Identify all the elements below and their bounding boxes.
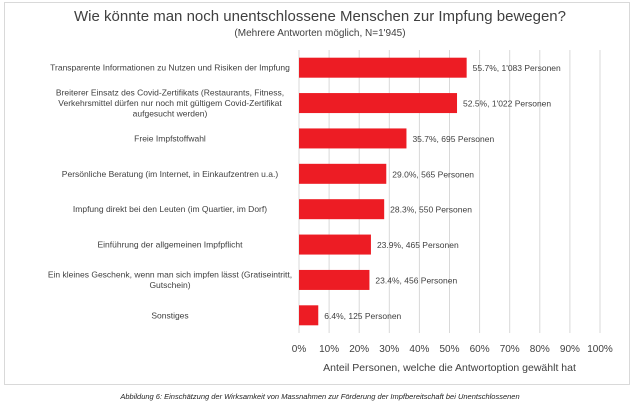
- bar: [299, 93, 458, 114]
- category-label: Impfung direkt bei den Leuten (im Quarti…: [73, 204, 267, 214]
- x-tick-label: 60%: [470, 344, 490, 355]
- category-label: Sonstiges: [151, 310, 188, 320]
- chart-title: Wie könnte man noch unentschlossene Mens…: [74, 8, 566, 25]
- data-label: 23.4%, 456 Personen: [375, 275, 457, 285]
- chart-frame: [4, 2, 630, 385]
- category-label: Transparente Informationen zu Nutzen und…: [50, 63, 290, 73]
- bar: [299, 128, 407, 149]
- category-label-line: Transparente Informationen zu Nutzen und…: [50, 63, 290, 73]
- category-label-line: Einführung der allgemeinen Impfpflicht: [97, 240, 243, 250]
- category-label: Persönliche Beratung (im Internet, in Ei…: [62, 169, 279, 179]
- data-label: 28.3%, 550 Personen: [390, 205, 472, 215]
- category-label-line: Verkehrsmittel dürfen nur noch mit gülti…: [58, 98, 282, 108]
- chart-subtitle: (Mehrere Antworten möglich, N=1'945): [234, 28, 406, 39]
- data-label: 29.0%, 565 Personen: [392, 169, 474, 179]
- data-label: 6.4%, 125 Personen: [324, 311, 401, 321]
- x-tick-label: 80%: [530, 344, 550, 355]
- category-label-line: Freie Impfstoffwahl: [134, 133, 206, 143]
- data-label: 52.5%, 1'022 Personen: [463, 99, 551, 109]
- category-label-line: aufgesucht werden): [133, 109, 208, 119]
- category-label: Ein kleines Geschenk, wenn man sich impf…: [48, 270, 292, 291]
- x-tick-label: 20%: [349, 344, 369, 355]
- category-label: Einführung der allgemeinen Impfpflicht: [97, 240, 243, 250]
- bar: [299, 305, 319, 326]
- x-tick-label: 10%: [319, 344, 339, 355]
- bar: [299, 269, 370, 290]
- bar: [299, 163, 387, 184]
- category-label-line: Persönliche Beratung (im Internet, in Ei…: [62, 169, 279, 179]
- figure-caption: Abbildung 6: Einschätzung der Wirksamkei…: [120, 392, 520, 401]
- bar: [299, 57, 467, 78]
- x-tick-label: 90%: [560, 344, 580, 355]
- x-tick-label: 100%: [587, 344, 613, 355]
- bar: [299, 234, 371, 255]
- category-label-line: Sonstiges: [151, 310, 188, 320]
- x-tick-label: 0%: [292, 344, 307, 355]
- category-label-line: Breiterer Einsatz des Covid-Zertifikats …: [56, 88, 284, 98]
- category-label: Freie Impfstoffwahl: [134, 133, 206, 143]
- data-label: 23.9%, 465 Personen: [377, 240, 459, 250]
- x-tick-label: 50%: [439, 344, 459, 355]
- x-tick-label: 70%: [500, 344, 520, 355]
- x-tick-label: 30%: [379, 344, 399, 355]
- data-label: 35.7%, 695 Personen: [412, 134, 494, 144]
- data-label: 55.7%, 1'083 Personen: [473, 63, 561, 73]
- category-label-line: Ein kleines Geschenk, wenn man sich impf…: [48, 270, 292, 280]
- category-label: Breiterer Einsatz des Covid-Zertifikats …: [56, 88, 284, 119]
- x-tick-label: 40%: [409, 344, 429, 355]
- bar: [299, 199, 385, 220]
- bar-chart: 0% 10% 20% 30% 40% 50% 60% 70% 80% 90% 100% Anteil …: [48, 50, 613, 374]
- category-label-line: Impfung direkt bei den Leuten (im Quarti…: [73, 204, 267, 214]
- x-axis-title: Anteil Personen, welche die Antwortoptio…: [323, 362, 576, 374]
- category-label-line: Gutschein): [149, 280, 190, 290]
